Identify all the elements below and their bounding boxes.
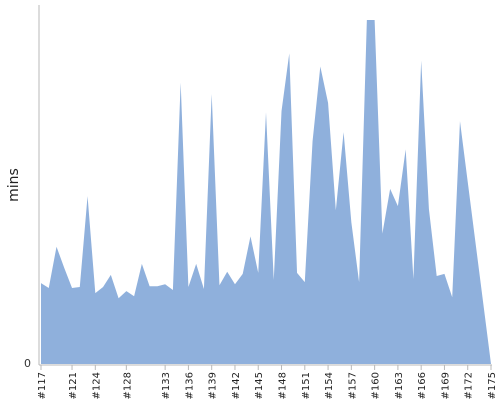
y-ticks: 0 [24, 357, 31, 370]
x-tick-label: #169 [440, 372, 451, 399]
x-tick-label: #128 [122, 372, 133, 399]
x-tick-label: #172 [464, 372, 475, 399]
y-tick-label: 0 [24, 357, 31, 370]
area-fill [41, 20, 491, 364]
x-tick-label: #166 [417, 372, 428, 399]
x-tick-label: #160 [371, 372, 382, 399]
x-ticks: #117 #121 #124 #128 #133 #136 #139 #142 #145 #148… [37, 365, 498, 399]
x-tick-label: #124 [91, 372, 102, 399]
x-tick-label: #154 [324, 372, 335, 399]
x-tick-label: #139 [208, 372, 219, 399]
x-tick-label: #133 [161, 372, 172, 399]
x-tick-label: #151 [301, 372, 312, 399]
x-tick-label: #157 [347, 372, 358, 399]
x-tick-label: #121 [68, 372, 79, 399]
axes [38, 5, 492, 366]
x-tick-label: #148 [278, 372, 289, 399]
x-tick-label: #117 [37, 372, 48, 399]
x-tick-label: #163 [394, 372, 405, 399]
x-tick-label: #175 [487, 372, 498, 399]
x-tick-label: #145 [254, 372, 265, 399]
y-axis-label: mins [6, 168, 22, 202]
x-tick-label: #142 [231, 372, 242, 399]
area-series [41, 20, 491, 364]
x-tick-label: #136 [184, 372, 195, 399]
